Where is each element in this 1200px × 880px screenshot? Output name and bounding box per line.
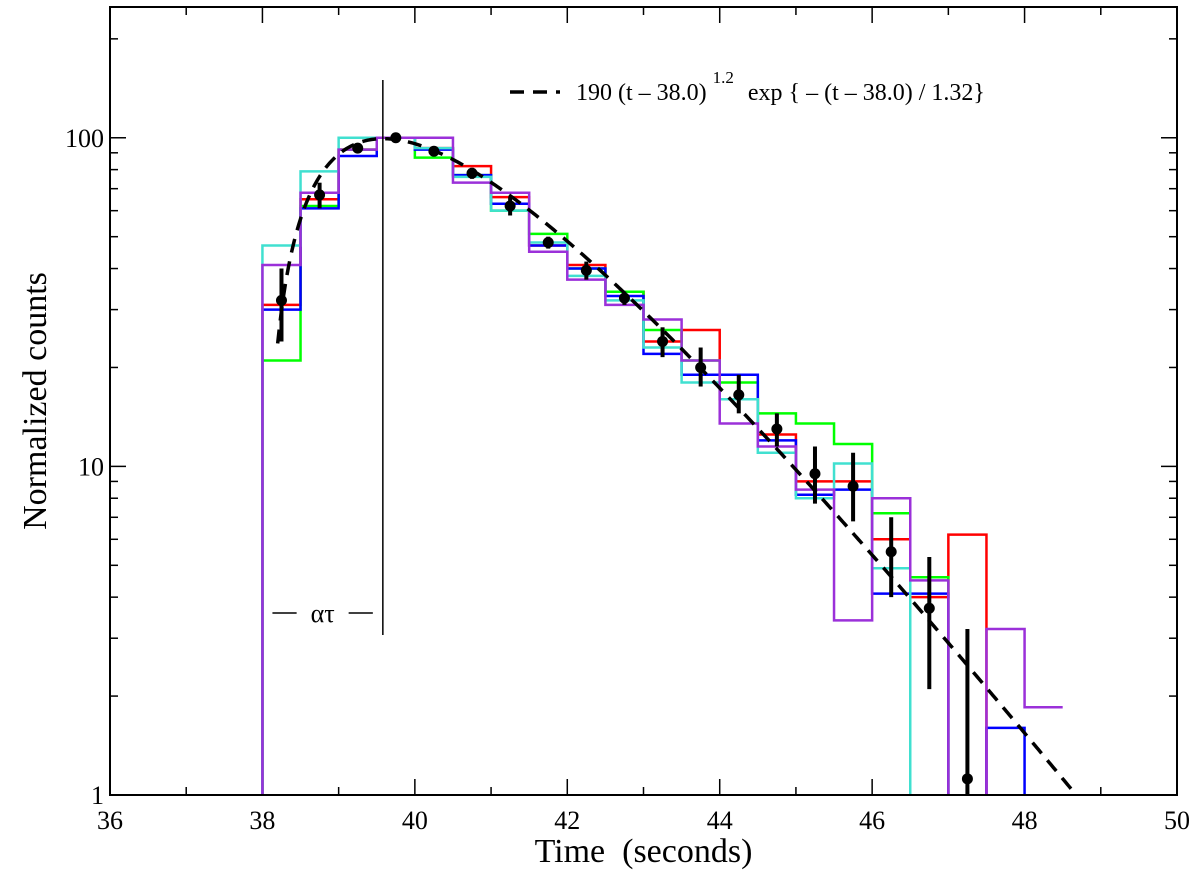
data-point <box>504 200 516 212</box>
data-point <box>961 773 973 785</box>
data-point <box>733 389 745 401</box>
annotation-layer: ατ <box>272 80 384 635</box>
data-point <box>923 602 935 614</box>
legend-fit-label: 190 (t – 38.0) <box>576 80 707 106</box>
y-axis-label: Normalized counts <box>17 272 54 530</box>
x-tick-label: 50 <box>1164 806 1190 835</box>
data-point <box>618 292 630 304</box>
data-point <box>275 294 287 306</box>
data-point <box>580 264 592 276</box>
legend: 190 (t – 38.0) 1.2 exp { – (t – 38.0) / … <box>510 68 985 106</box>
data-point <box>885 546 897 558</box>
data-point <box>809 468 821 480</box>
data-point <box>466 167 478 179</box>
fit-curve <box>275 136 1075 793</box>
data-point <box>771 423 783 435</box>
legend-fit-label-tail: exp { – (t – 38.0) / 1.32} <box>748 80 985 106</box>
data-point <box>428 145 440 157</box>
y-tick-label: 100 <box>65 124 104 153</box>
x-tick-label: 46 <box>859 806 885 835</box>
alpha-tau-label: ατ <box>311 599 335 628</box>
x-tick-label: 40 <box>402 806 428 835</box>
data-point <box>314 189 326 201</box>
data-point <box>542 237 554 249</box>
legend-fit-exponent: 1.2 <box>713 68 734 87</box>
y-tick-label: 10 <box>78 452 104 481</box>
x-axis-label: Time (seconds) <box>535 833 753 870</box>
x-tick-label: 42 <box>554 806 580 835</box>
data-point <box>390 132 402 144</box>
data-points <box>275 132 973 795</box>
axis-ticks: 36 38 40 42 44 46 48 50 1 10 100 <box>65 7 1190 835</box>
data-point <box>847 480 859 492</box>
histogram-line <box>261 136 1063 795</box>
x-tick-label: 38 <box>249 806 275 835</box>
fit-curve-layer <box>275 136 1075 793</box>
x-tick-label: 48 <box>1012 806 1038 835</box>
data-point <box>657 335 669 347</box>
x-tick-label: 36 <box>97 806 123 835</box>
data-point <box>352 142 364 154</box>
y-tick-label: 1 <box>91 781 104 810</box>
data-point <box>695 361 707 373</box>
plot-frame <box>109 6 1178 796</box>
x-tick-label: 44 <box>707 806 733 835</box>
